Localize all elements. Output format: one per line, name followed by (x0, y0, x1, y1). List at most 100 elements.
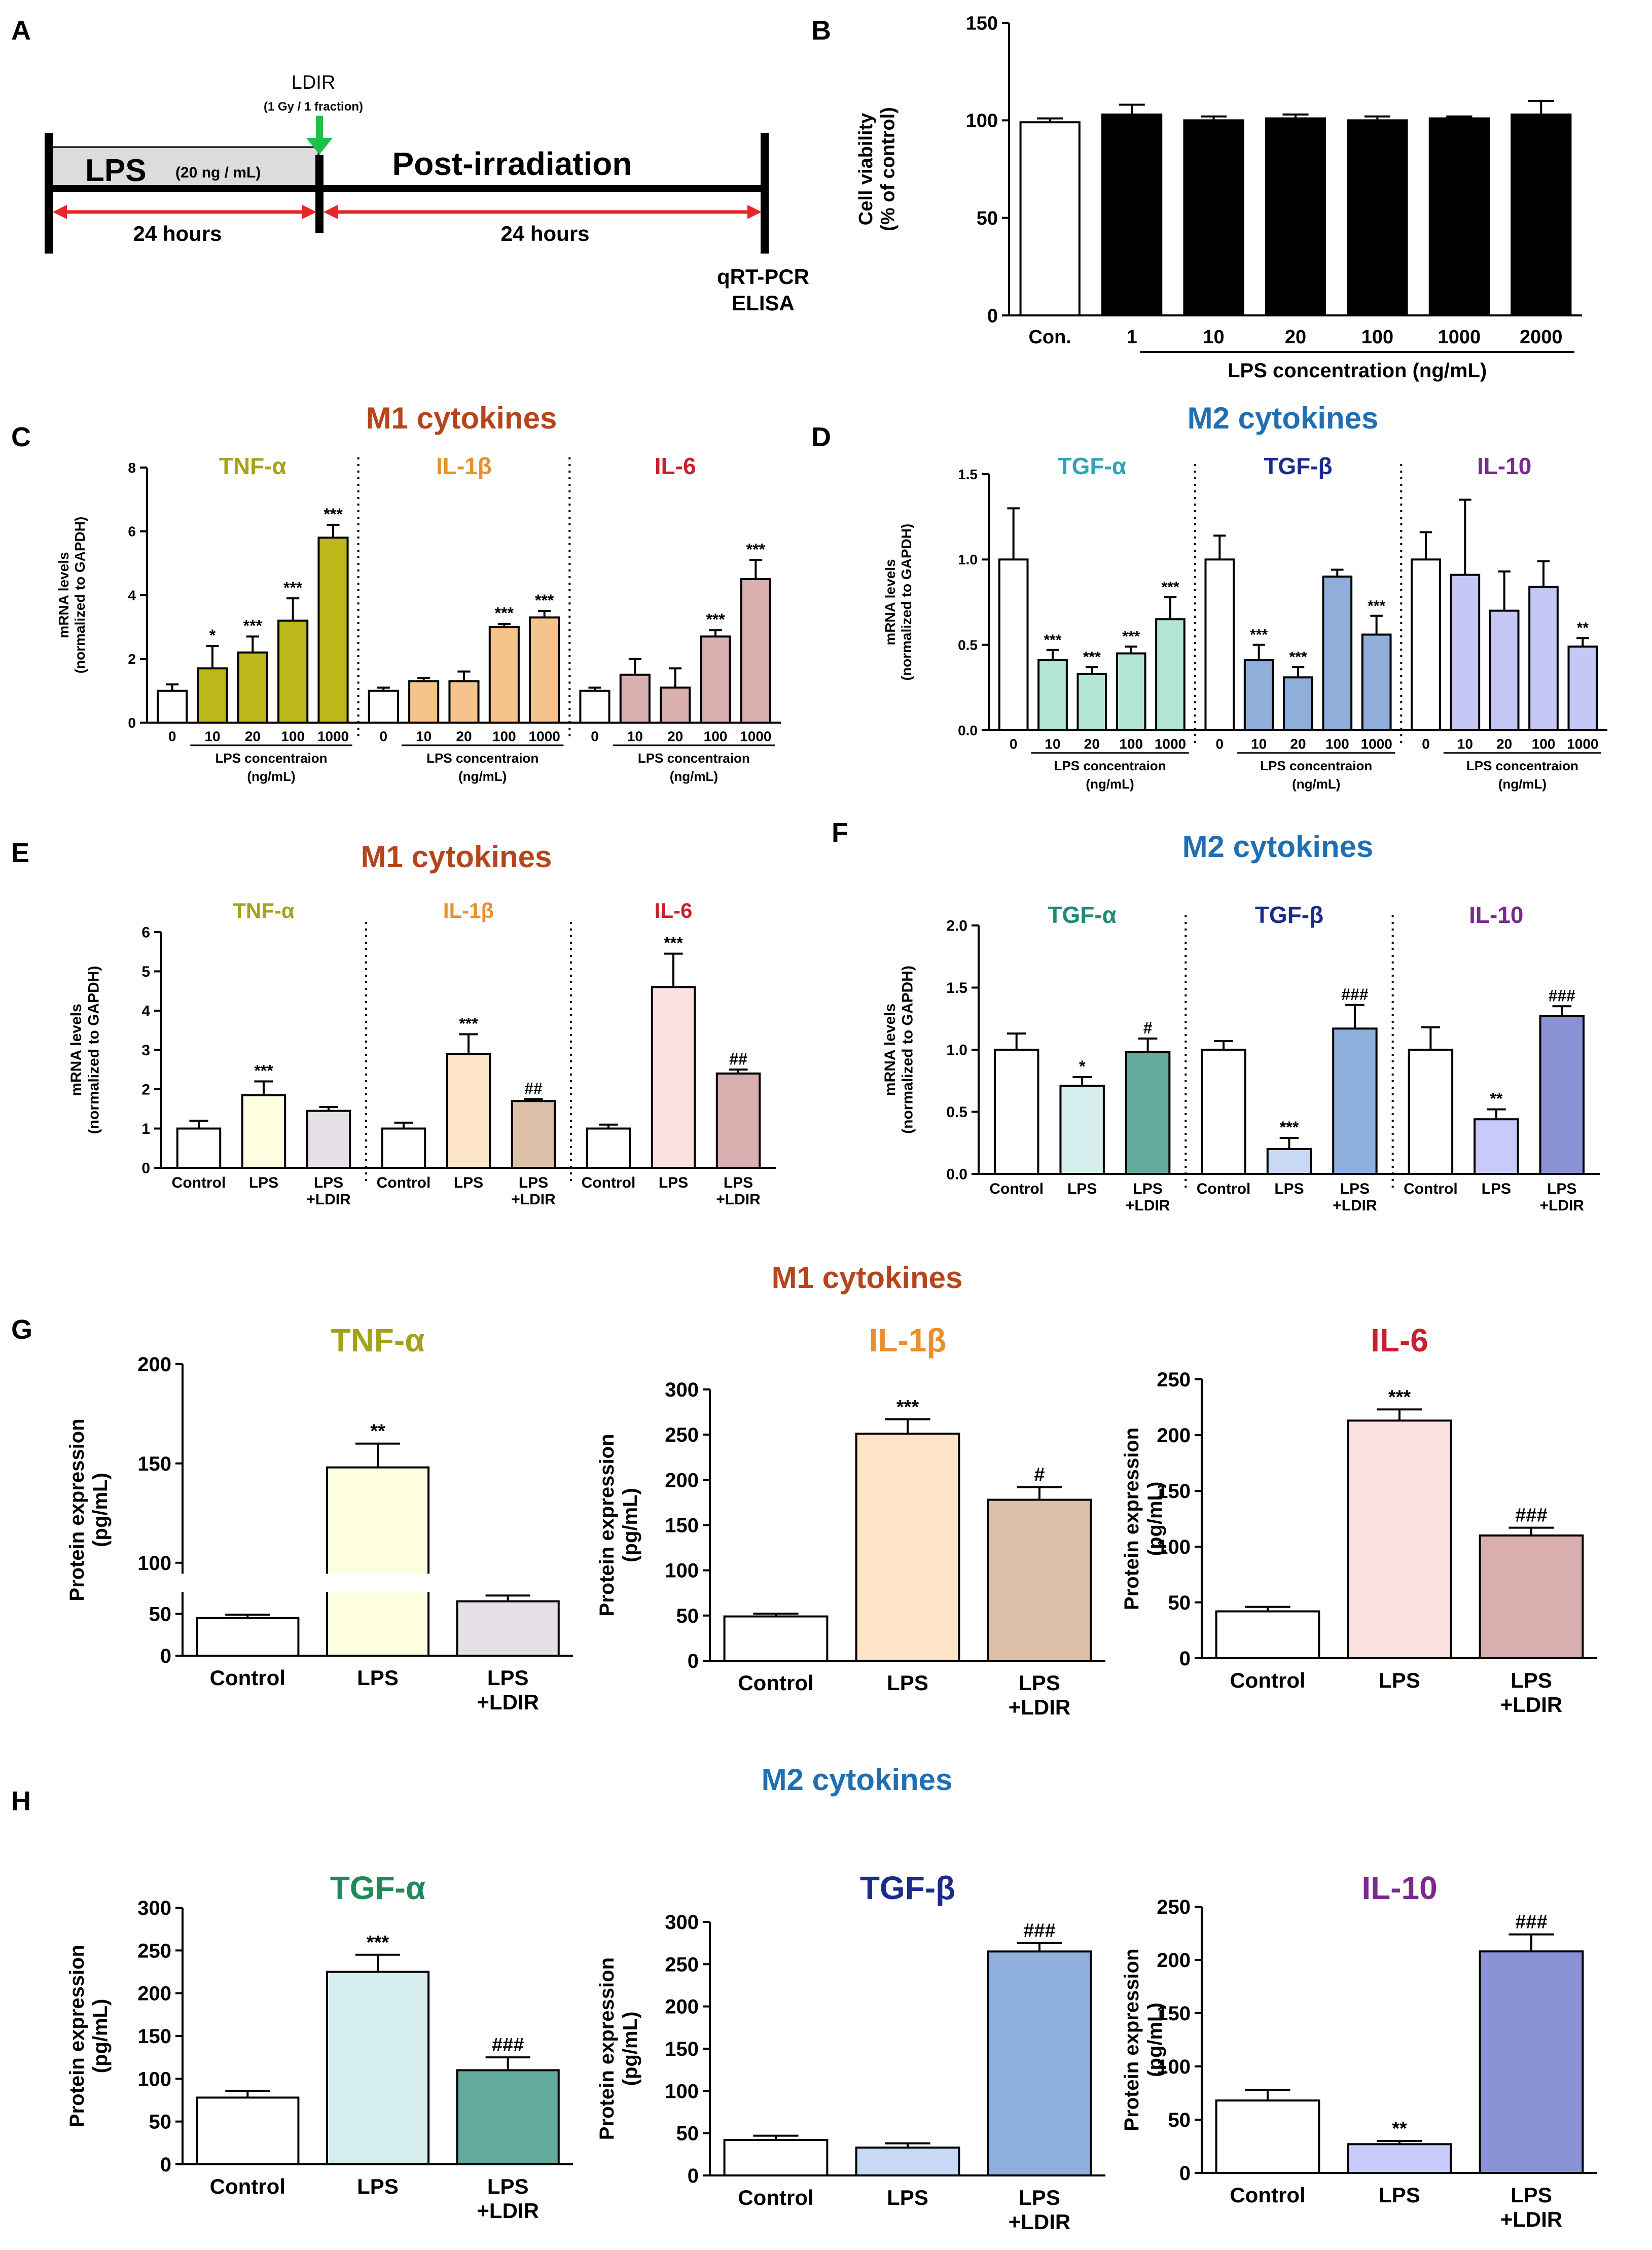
f-bar (1474, 1118, 1519, 1175)
f-x-tick-label: Control (989, 1181, 1044, 1197)
f-y-tick-label: 1.0 (946, 1042, 967, 1059)
g3-bar (1479, 1534, 1584, 1659)
c-x-tick-label: 1000 (529, 728, 560, 744)
d-y-tick-label: 1.0 (958, 552, 978, 567)
panel-label-d: D (811, 422, 831, 452)
g3-y-tick-label: 0 (1179, 1648, 1191, 1670)
lps-period-box (48, 146, 319, 189)
e-x-tick-label: LPS (314, 1174, 343, 1191)
b-bar (1511, 113, 1572, 316)
g2-bar (723, 1615, 829, 1662)
c-y-tick-label: 0 (128, 715, 136, 731)
b-bar (1265, 117, 1326, 316)
c-y-label: mRNA levels (56, 552, 71, 638)
g3-title: IL-6 (1371, 1322, 1428, 1359)
g3-x-tick-label: Control (1230, 1668, 1305, 1692)
d-x-tick-label: 10 (1045, 736, 1060, 752)
d-x-label: (ng/mL) (1086, 776, 1134, 792)
c-x-tick-label: 1000 (740, 728, 771, 744)
chart-c-m1-mrna-dose: 0 2 4 6 8 mRNA levels (normalized to GAPDH) TNF… (56, 453, 781, 784)
e-group-title: IL-6 (655, 899, 693, 922)
c-x-tick-label: 20 (245, 728, 261, 744)
c-y-tick-label: 2 (128, 651, 136, 667)
h1-bar (196, 2096, 300, 2165)
e-y-tick-label: 6 (141, 924, 150, 941)
c-x-tick-label: 100 (704, 728, 728, 744)
c-x-label: LPS concentraion (426, 751, 538, 766)
g2-significance: # (1034, 1465, 1045, 1486)
d-x-tick-label: 20 (1084, 736, 1100, 752)
g3-y-label: Protein expression (1121, 1427, 1143, 1610)
h1-x-tick-label: Control (210, 2174, 285, 2198)
g1-y-tick-label: 150 (137, 1453, 171, 1475)
e-x-tick-label: LPS (724, 1174, 753, 1191)
c-y-tick-label: 4 (128, 587, 136, 603)
e-y-label: (normalized to GAPDH) (86, 966, 102, 1134)
f-y-label: mRNA levels (882, 1004, 899, 1096)
d-x-label: LPS concentraion (1466, 758, 1578, 773)
h2-y-label: Protein expression (596, 1957, 618, 2140)
g1-significance: ** (370, 1421, 385, 1442)
h2-x-tick-label: LPS (1019, 2186, 1060, 2209)
e-y-label: mRNA levels (68, 1004, 85, 1096)
ldir-label: LDIR (292, 72, 336, 93)
d-x-label: (ng/mL) (1498, 776, 1547, 792)
g3-x-tick-label: +LDIR (1500, 1693, 1563, 1717)
c-x-label: LPS concentraion (638, 751, 750, 766)
d-y-tick-label: 0.5 (958, 637, 978, 653)
f-significance: ### (1549, 986, 1576, 1005)
h3-y-tick-label: 250 (1157, 1896, 1191, 1918)
g1-y-tick-label: 0 (160, 1645, 171, 1667)
c-bar (488, 626, 520, 724)
c-bar (237, 651, 268, 724)
c-significance: *** (706, 611, 725, 629)
g1-x-tick-label: LPS (357, 1666, 399, 1690)
lps-label: LPS (85, 153, 147, 188)
c-significance: *** (324, 505, 343, 523)
h2-bar (855, 2147, 960, 2176)
g2-y-tick-label: 0 (688, 1650, 699, 1672)
b-y-tick-label: 150 (966, 13, 998, 34)
g1-bar (456, 1600, 560, 1657)
f-x-tick-label: LPS (1547, 1181, 1576, 1197)
d-bar (998, 558, 1029, 732)
d-bar (1037, 659, 1068, 732)
b-y-tick-label: 100 (966, 111, 998, 132)
b-x-tick-label: 2000 (1520, 327, 1563, 348)
c-significance: *** (746, 540, 766, 558)
g3-bar (1347, 1419, 1452, 1659)
d-x-tick-label: 20 (1290, 736, 1306, 752)
d-bar (1489, 610, 1520, 732)
e-significance: ## (524, 1079, 543, 1097)
c-group-title: IL-1β (436, 453, 492, 479)
d-x-tick-label: 20 (1496, 736, 1512, 752)
h1-bar (456, 2069, 560, 2165)
g2-bar (855, 1433, 960, 1662)
g2-x-tick-label: LPS (887, 1671, 928, 1695)
d-significance: *** (1044, 632, 1061, 649)
panel-label-g: G (11, 1314, 32, 1345)
d-x-tick-label: 0 (1010, 736, 1018, 752)
d-group-title: TGF-β (1264, 453, 1332, 479)
d-x-tick-label: 0 (1422, 736, 1430, 752)
timeline-diagram: LDIR (1 Gy / 1 fraction) LPS (20 ng / mL… (45, 72, 809, 315)
g1-y-tick-label: 50 (149, 1603, 172, 1626)
b-x-tick-label: 1 (1127, 327, 1137, 348)
h3-y-label: (pg/mL) (1144, 2003, 1166, 2077)
f-y-tick-label: 0.5 (946, 1104, 967, 1121)
chart-d-m2-mrna-dose: 0.0 0.5 1.0 1.5 mRNA levels (normalized to GA… (882, 453, 1607, 792)
f-group-title: IL-10 (1469, 902, 1523, 928)
d-bar (1361, 633, 1392, 732)
chart-h-il10-protein: 0 50 100 150 200 250 Protein expression (pg/mL)… (1121, 1870, 1597, 2231)
f-x-tick-label: LPS (1133, 1181, 1162, 1197)
e-bar (306, 1110, 351, 1169)
c-significance: *** (283, 579, 303, 597)
g3-bar (1215, 1610, 1320, 1660)
f-significance: * (1079, 1057, 1086, 1076)
d-x-tick-label: 1000 (1567, 736, 1598, 752)
f-y-tick-label: 1.5 (946, 980, 967, 996)
e-x-tick-label: LPS (249, 1174, 278, 1191)
d-y-label: (normalized to GAPDH) (899, 524, 914, 681)
panel-label-b: B (811, 15, 831, 46)
